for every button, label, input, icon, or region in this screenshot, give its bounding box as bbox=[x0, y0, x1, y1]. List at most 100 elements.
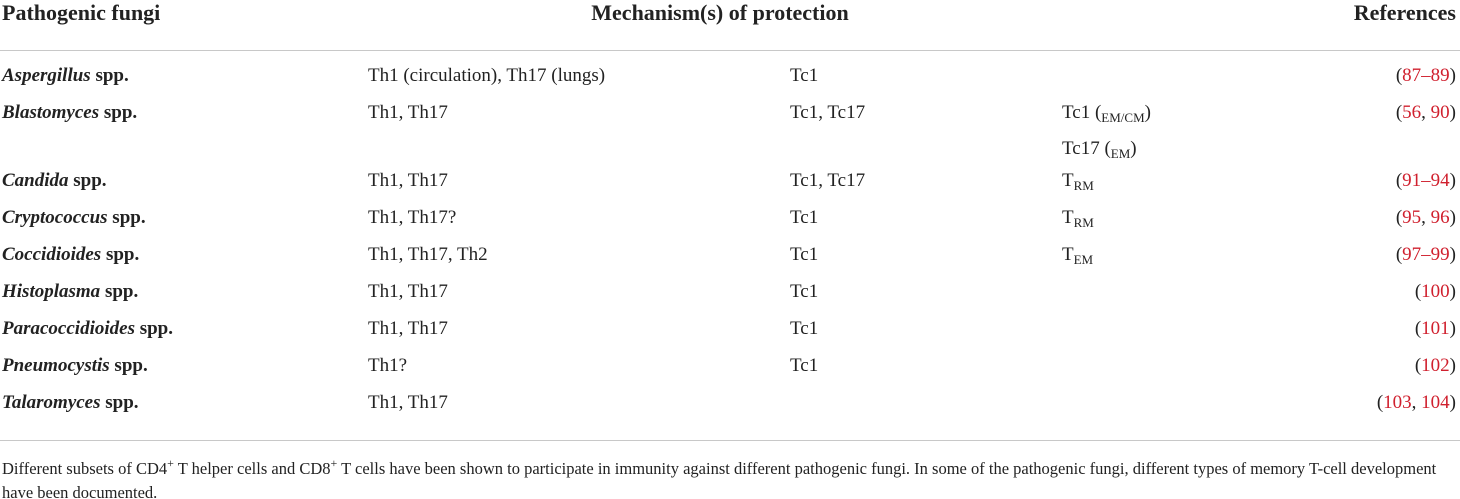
text-run: spp. bbox=[99, 102, 138, 123]
table-row: Candida spp. Th1, Th17 Tc1, Tc17 TRM (91–94) bbox=[0, 162, 1460, 199]
memory-cells: TRM bbox=[1062, 165, 1094, 201]
header-cell: Mechanism(s) of protection bbox=[591, 0, 849, 25]
text-run: ( bbox=[1395, 207, 1403, 228]
text-run: ) bbox=[1449, 244, 1456, 265]
cd8-mechanism: Tc1, Tc17 bbox=[790, 102, 866, 123]
text-run: ) bbox=[1449, 102, 1456, 123]
text-run: RM bbox=[1073, 215, 1094, 230]
fungus-name: Blastomyces spp. bbox=[2, 97, 137, 128]
text-run: spp. bbox=[90, 65, 129, 86]
fungus-name: Paracoccidioides spp. bbox=[2, 313, 173, 344]
text-run: ( bbox=[1376, 392, 1384, 413]
text-run: Different subsets of CD4 bbox=[2, 459, 168, 478]
text-run: 95 bbox=[1402, 207, 1422, 228]
text-run: T bbox=[1062, 207, 1074, 228]
cd4-mechanism: Th1, Th17, Th2 bbox=[368, 244, 488, 265]
fungus-name: Cryptococcus spp. bbox=[2, 202, 146, 233]
text-run: Tc17 ( bbox=[1062, 138, 1111, 159]
cd4-mechanism: Th1, Th17 bbox=[368, 281, 448, 302]
text-run: Talaromyces bbox=[2, 392, 101, 413]
cd8-mechanism: Tc1 bbox=[790, 281, 819, 302]
text-run: EM/CM bbox=[1101, 110, 1145, 125]
text-run: spp. bbox=[100, 392, 139, 413]
text-run: Blastomyces bbox=[2, 102, 100, 123]
text-run: Aspergillus bbox=[2, 65, 91, 86]
header-cell: References bbox=[1353, 0, 1456, 25]
fungus-name: Coccidioides spp. bbox=[2, 239, 139, 270]
text-run: ( bbox=[1395, 170, 1403, 191]
cd8-mechanism: Tc1 bbox=[790, 318, 819, 339]
text-run: 102 bbox=[1421, 355, 1450, 376]
text-run: 90 bbox=[1430, 102, 1450, 123]
cd4-mechanism: Th1? bbox=[368, 355, 408, 376]
text-run: Paracoccidioides bbox=[2, 318, 135, 339]
text-run: T bbox=[1062, 170, 1074, 191]
text-run: spp. bbox=[101, 244, 140, 265]
cd4-mechanism: Th1, Th17 bbox=[368, 170, 448, 191]
text-run: ( bbox=[1395, 102, 1403, 123]
references: (103, 104) bbox=[1377, 387, 1456, 418]
text-run: + bbox=[167, 456, 174, 470]
text-run: ( bbox=[1395, 65, 1403, 86]
text-run: 56 bbox=[1402, 102, 1422, 123]
text-run: 101 bbox=[1421, 318, 1450, 339]
memory-line: Tc1 (EM/CM) bbox=[1062, 97, 1151, 133]
text-run: ( bbox=[1414, 318, 1422, 339]
memory-cells: TRM bbox=[1062, 202, 1094, 238]
references: (100) bbox=[1415, 276, 1456, 307]
text-run: ) bbox=[1449, 318, 1456, 339]
text-run: ) bbox=[1130, 138, 1137, 159]
text-run: spp. bbox=[100, 281, 139, 302]
text-run: Coccidioides bbox=[2, 244, 102, 265]
text-run: ( bbox=[1414, 355, 1422, 376]
cd4-mechanism: Th1 (circulation), Th17 (lungs) bbox=[368, 65, 606, 86]
text-run: RM bbox=[1073, 178, 1094, 193]
table-row: Cryptococcus spp. Th1, Th17? Tc1 TRM (95, 96… bbox=[0, 199, 1460, 236]
text-run: ) bbox=[1449, 207, 1456, 228]
text-run: ) bbox=[1449, 392, 1456, 413]
references: (95, 96) bbox=[1396, 202, 1456, 233]
text-run: 91–94 bbox=[1402, 170, 1450, 191]
table-row: Blastomyces spp. Th1, Th17 Tc1, Tc17 Tc1 (E… bbox=[0, 94, 1460, 162]
text-run: 103 bbox=[1383, 392, 1412, 413]
references: (87–89) bbox=[1396, 60, 1456, 91]
cd8-mechanism: Tc1 bbox=[790, 355, 819, 376]
fungus-name: Histoplasma spp. bbox=[2, 276, 138, 307]
text-run: 87–89 bbox=[1402, 65, 1450, 86]
text-run: T helper cells and CD8 bbox=[173, 459, 331, 478]
table-row: Aspergillus spp. Th1 (circulation), Th17 … bbox=[0, 57, 1460, 94]
table-row: Coccidioides spp. Th1, Th17, Th2 Tc1 TEM (97… bbox=[0, 236, 1460, 273]
cd8-mechanism: Tc1 bbox=[790, 207, 819, 228]
cd4-mechanism: Th1, Th17? bbox=[368, 207, 457, 228]
text-run: Pneumocystis bbox=[2, 355, 110, 376]
references: (101) bbox=[1415, 313, 1456, 344]
references: (91–94) bbox=[1396, 165, 1456, 196]
memory-cells: Tc1 (EM/CM) Tc17 (EM) bbox=[1062, 97, 1151, 169]
text-run: Histoplasma bbox=[2, 281, 101, 302]
cd4-mechanism: Th1, Th17 bbox=[368, 318, 448, 339]
table-body: Aspergillus spp. Th1 (circulation), Th17 … bbox=[0, 57, 1460, 441]
text-run: ) bbox=[1449, 65, 1456, 86]
memory-line: Tc17 (EM) bbox=[1062, 133, 1151, 169]
references: (97–99) bbox=[1396, 239, 1456, 270]
text-run: ( bbox=[1395, 244, 1403, 265]
text-run: spp. bbox=[134, 318, 173, 339]
references: (102) bbox=[1415, 350, 1456, 381]
text-run: Cryptococcus bbox=[2, 207, 108, 228]
cd4-mechanism: Th1, Th17 bbox=[368, 102, 448, 123]
text-run: EM bbox=[1073, 252, 1094, 267]
text-run: 104 bbox=[1421, 392, 1450, 413]
text-run: , bbox=[1421, 102, 1431, 123]
memory-line: TRM bbox=[1062, 202, 1094, 238]
text-run: ) bbox=[1449, 355, 1456, 376]
cd8-mechanism: Tc1 bbox=[790, 65, 819, 86]
table-header: Pathogenic fungi Mechanism(s) of protect… bbox=[0, 0, 1460, 51]
text-run: spp. bbox=[109, 355, 148, 376]
text-run: T bbox=[1062, 244, 1074, 265]
text-run: ) bbox=[1449, 170, 1456, 191]
text-run: + bbox=[330, 456, 338, 470]
text-run: 96 bbox=[1430, 207, 1450, 228]
text-run: , bbox=[1421, 207, 1431, 228]
text-run: 97–99 bbox=[1402, 244, 1450, 265]
